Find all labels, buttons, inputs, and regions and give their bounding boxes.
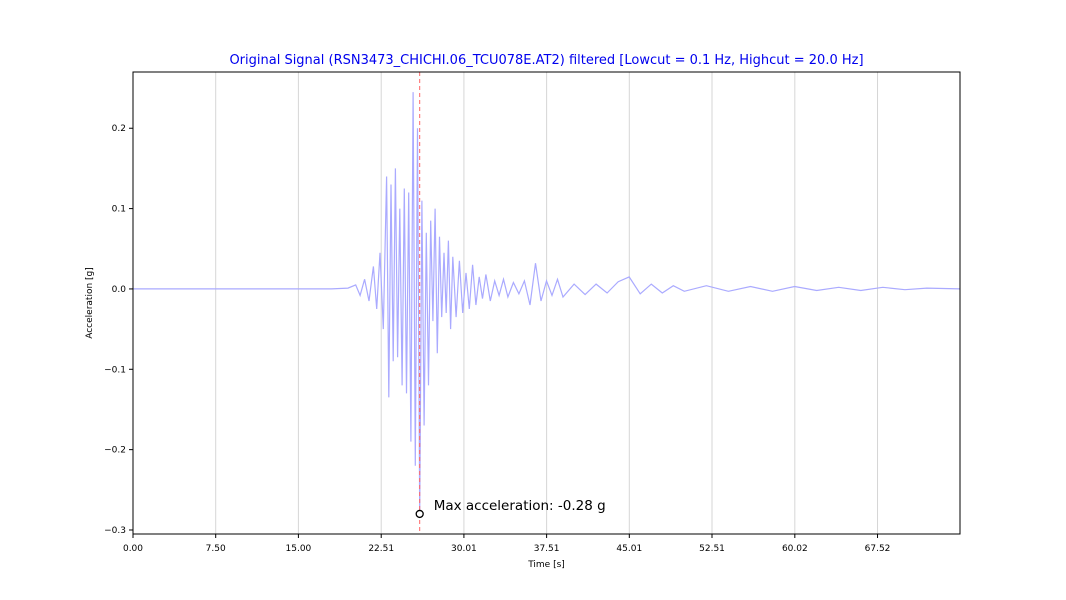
x-tick-label: 22.51: [368, 544, 394, 554]
x-tick-label: 45.01: [616, 544, 642, 554]
marker-layer: [415, 72, 424, 534]
x-tick-label: 60.02: [782, 544, 808, 554]
signal-series-line: [133, 92, 961, 514]
y-tick-label: 0.0: [112, 285, 127, 295]
chart-title: Original Signal (RSN3473_CHICHI.06_TCU07…: [229, 53, 863, 68]
x-tick-label: 30.01: [451, 544, 477, 554]
y-tick-label: −0.3: [104, 526, 126, 536]
grid-layer: [132, 72, 879, 534]
peak-annotation: Max acceleration: -0.28 g: [434, 498, 606, 514]
y-tick-label: −0.2: [104, 446, 126, 456]
x-tick-label: 0.00: [123, 544, 143, 554]
x-tick-label: 15.00: [286, 544, 312, 554]
y-tick-label: 0.2: [112, 124, 126, 134]
x-tick-label: 37.51: [534, 544, 560, 554]
y-axis-ticks: 0.2 0.1 0.0 −0.1 −0.2 −0.3: [104, 124, 133, 536]
series-layer: [133, 92, 961, 514]
y-axis-label: Acceleration [g]: [85, 267, 95, 339]
x-tick-label: 7.50: [206, 544, 226, 554]
x-tick-label: 67.52: [865, 544, 891, 554]
x-axis-ticks: 0.00 7.50 15.00 22.51 30.01 37.51 45.01 52.51 60…: [123, 534, 890, 554]
y-tick-label: −0.1: [104, 365, 126, 375]
y-tick-label: 0.1: [112, 205, 126, 215]
x-tick-label: 52.51: [699, 544, 725, 554]
peak-marker-point: [415, 509, 424, 519]
x-axis-label: Time [s]: [527, 560, 565, 570]
